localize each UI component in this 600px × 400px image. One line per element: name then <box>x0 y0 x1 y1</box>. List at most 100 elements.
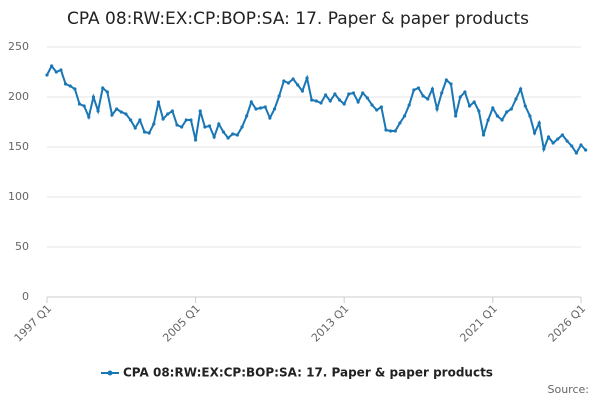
y-tick-label: 0 <box>22 290 29 303</box>
point <box>505 110 509 114</box>
point <box>263 105 267 109</box>
point <box>351 91 356 95</box>
point <box>124 112 128 116</box>
point <box>119 110 123 114</box>
point <box>282 79 286 83</box>
point <box>324 93 328 97</box>
point <box>449 82 453 86</box>
x-tick-label: 2013 Q1 <box>309 302 352 345</box>
y-tick-label: 250 <box>8 40 29 53</box>
point <box>63 82 68 86</box>
point <box>305 76 309 80</box>
point <box>579 143 583 147</box>
point <box>180 125 184 129</box>
point <box>59 68 63 72</box>
x-tick-label: 2026 Q1 <box>546 302 589 345</box>
point <box>110 113 114 117</box>
source: Source: <box>548 383 590 396</box>
point <box>430 87 435 91</box>
point <box>412 88 416 92</box>
point <box>175 123 179 127</box>
point <box>152 122 156 126</box>
point <box>166 112 170 116</box>
y-tick-label: 100 <box>8 190 29 203</box>
point <box>440 91 444 95</box>
point <box>491 106 495 110</box>
point <box>240 125 244 129</box>
point <box>565 139 569 143</box>
point <box>138 118 142 122</box>
point <box>458 95 462 99</box>
point <box>393 129 397 133</box>
point <box>361 91 365 95</box>
point <box>365 96 369 100</box>
point <box>551 141 555 145</box>
point <box>45 73 49 77</box>
point <box>189 118 193 122</box>
legend-label: CPA 08:RW:EX:CP:BOP:SA: 17. Paper & pape… <box>123 366 493 380</box>
point <box>328 99 332 103</box>
point <box>133 126 137 130</box>
point <box>347 92 351 96</box>
point <box>375 108 379 112</box>
point <box>560 133 565 137</box>
point <box>454 114 458 118</box>
point <box>203 125 207 129</box>
point <box>105 90 109 94</box>
point <box>398 121 402 125</box>
point <box>574 151 578 155</box>
point <box>379 105 383 109</box>
point <box>291 77 295 81</box>
point <box>296 83 300 87</box>
point <box>235 133 239 137</box>
point <box>532 131 537 135</box>
point <box>198 109 202 113</box>
point <box>268 116 272 120</box>
y-tick-label: 150 <box>8 140 29 153</box>
point <box>170 109 174 113</box>
point <box>528 114 532 118</box>
point <box>314 99 318 103</box>
point <box>477 109 481 113</box>
point <box>272 107 277 111</box>
point <box>286 81 291 85</box>
point <box>156 100 161 104</box>
point <box>310 98 314 102</box>
point <box>193 138 198 142</box>
point <box>184 118 188 122</box>
point <box>421 94 425 98</box>
point <box>416 86 421 90</box>
legend-marker <box>107 370 113 376</box>
point <box>342 102 346 106</box>
point <box>142 130 147 134</box>
point <box>77 102 82 106</box>
point <box>226 136 230 140</box>
point <box>231 132 235 136</box>
point <box>101 86 105 90</box>
point <box>384 128 388 132</box>
point <box>128 118 133 122</box>
point <box>254 107 258 111</box>
series-line <box>46 64 587 155</box>
point <box>356 100 360 104</box>
y-tick-label: 200 <box>8 90 29 103</box>
point <box>207 124 212 128</box>
point <box>337 98 342 102</box>
point <box>519 87 523 91</box>
point <box>389 129 393 133</box>
point <box>537 121 541 125</box>
point <box>277 94 281 98</box>
point <box>212 135 216 139</box>
chart-title: CPA 08:RW:EX:CP:BOP:SA: 17. Paper & pape… <box>67 9 529 29</box>
point <box>221 130 226 134</box>
point <box>245 114 249 118</box>
point <box>444 78 448 82</box>
point <box>300 89 304 93</box>
point <box>82 104 86 108</box>
point <box>542 147 546 151</box>
point <box>115 107 119 111</box>
point <box>495 114 500 118</box>
point <box>161 117 165 121</box>
point <box>584 148 588 152</box>
